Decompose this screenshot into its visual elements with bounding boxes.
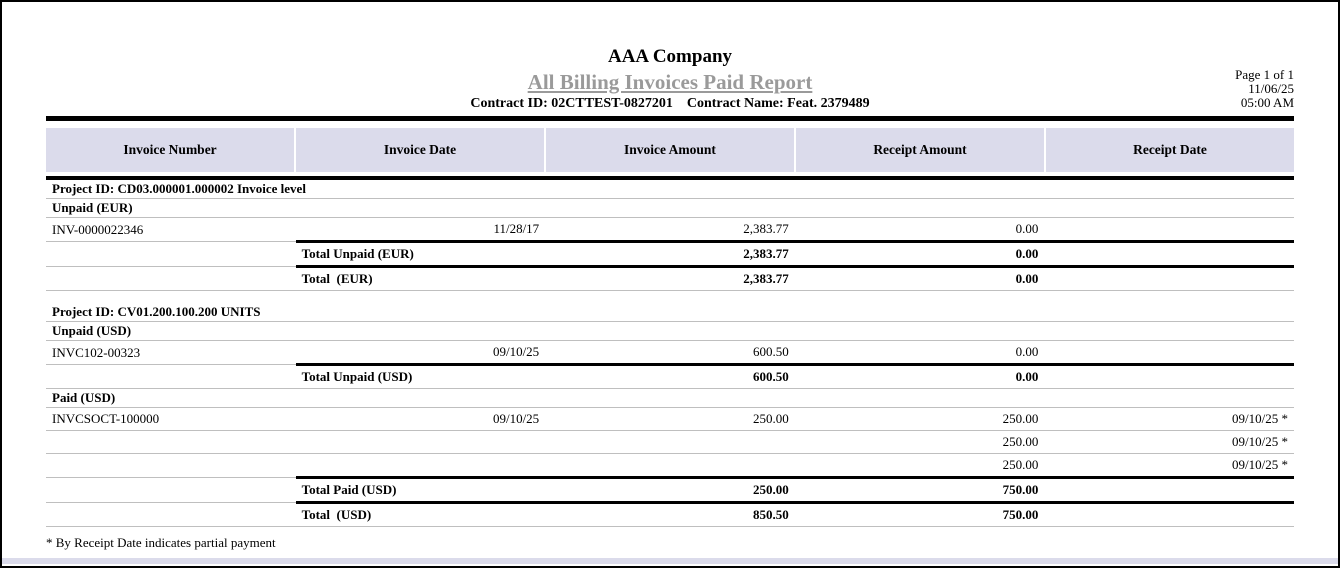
receipt-amount-cell: 0.00: [794, 363, 1045, 389]
spacer-row: [46, 291, 1294, 304]
footer-band: [2, 558, 1338, 564]
total-label-cell: Total Paid (USD): [295, 476, 546, 503]
total-label-cell: Total Unpaid (USD): [295, 363, 546, 389]
invoice-amount-cell: [545, 430, 795, 454]
group-label: Project ID: CD03.000001.000002 Invoice l…: [46, 180, 1294, 199]
table-header-row: Invoice Number Invoice Date Invoice Amount…: [46, 128, 1294, 172]
group-header-row: Project ID: CD03.000001.000002 Invoice l…: [46, 180, 1294, 199]
invoice-amount-cell: 250.00: [545, 476, 795, 503]
receipt-date-cell: [1044, 218, 1294, 242]
receipt-date-cell: [1044, 501, 1294, 527]
receipt-date-cell: [1044, 240, 1294, 267]
group-header-row: Unpaid (EUR): [46, 198, 1294, 218]
group-label: Paid (USD): [46, 388, 1294, 408]
total-row: Total (USD) 850.50 750.00: [46, 501, 1294, 527]
column-header-invoice-number: Invoice Number: [46, 128, 296, 172]
receipt-amount-cell: 0.00: [794, 240, 1045, 267]
receipt-amount-cell: 750.00: [794, 476, 1045, 503]
contract-id: Contract ID: 02CTTEST-0827201: [470, 96, 673, 111]
invoice-number-cell: [46, 241, 296, 267]
table-top-rule: [46, 176, 1294, 180]
spacer-cell: [46, 291, 1294, 304]
receipt-amount-cell: 250.00: [1002, 457, 1039, 472]
invoice-number-cell: [46, 454, 296, 478]
total-row: Total (EUR) 2,383.77 0.00: [46, 265, 1294, 291]
invoice-number-cell: INVC102-00323: [52, 344, 141, 360]
table-body: Project ID: CD03.000001.000002 Invoice l…: [46, 180, 1294, 527]
report-date: 11/06/25: [1248, 81, 1294, 96]
receipt-date-cell: 09/10/25 *: [1232, 457, 1288, 472]
column-header-receipt-date: Receipt Date: [1133, 142, 1207, 157]
invoice-date-cell: [295, 430, 546, 454]
receipt-date-cell: [1044, 476, 1294, 503]
invoice-amount-cell: 600.50: [753, 344, 789, 359]
contract-name: Contract Name: Feat. 2379489: [686, 96, 870, 111]
receipt-date-cell: [1044, 363, 1294, 389]
footnote: * By Receipt Date indicates partial paym…: [46, 535, 276, 550]
contract-info: Contract ID: 02CTTEST-0827201 Contract Na…: [2, 95, 1338, 112]
invoice-date-cell: 09/10/25: [492, 344, 540, 359]
group-label: Unpaid (EUR): [46, 198, 1294, 218]
invoice-number-cell: INV-0000022346: [52, 221, 144, 237]
column-header-invoice-date: Invoice Date: [296, 128, 546, 172]
invoice-number-cell: INVCSOCT-100000: [46, 407, 296, 431]
invoice-date-cell: [296, 454, 546, 478]
receipt-date-cell: [1044, 265, 1294, 291]
invoice-number-cell: [46, 477, 296, 503]
invoice-amount-cell: 2,383.77: [743, 221, 789, 236]
receipt-date-cell: 09/10/25 *: [1044, 407, 1294, 431]
receipt-date-cell: 09/10/25 *: [1044, 430, 1294, 454]
invoice-number-cell: [46, 364, 296, 389]
receipt-amount-cell: 0.00: [1015, 344, 1039, 359]
column-header-receipt-amount: Receipt Amount: [796, 128, 1046, 172]
total-label-cell: Total (USD): [295, 501, 546, 527]
invoice-row: INVC102-00323 09/10/25 600.50 0.00: [46, 341, 1294, 365]
invoice-date-cell: 11/28/17: [493, 221, 540, 236]
company-name: AAA Company: [607, 46, 733, 67]
report-title: All Billing Invoices Paid Report: [527, 70, 813, 94]
group-header-row: Paid (USD): [46, 388, 1294, 408]
group-label: Unpaid (USD): [46, 321, 1294, 341]
invoice-row: 250.00 09/10/25 *: [46, 454, 1294, 478]
group-header-row: Unpaid (USD): [46, 321, 1294, 341]
invoice-amount-cell: 2,383.77: [545, 240, 795, 267]
receipt-amount-cell: 0.00: [1015, 221, 1039, 236]
invoice-date-cell: 09/10/25: [295, 407, 546, 431]
total-label-cell: Total Unpaid (EUR): [295, 240, 546, 267]
receipt-amount-cell: 250.00: [794, 430, 1045, 454]
invoice-amount-cell: 600.50: [545, 363, 795, 389]
header-divider-rule: [46, 116, 1294, 121]
report-table-area: Invoice Number Invoice Date Invoice Amount…: [46, 128, 1294, 527]
receipt-amount-cell: 250.00: [794, 407, 1045, 431]
invoice-amount-cell: 850.50: [545, 501, 795, 527]
invoice-amount-cell: [545, 454, 795, 478]
receipt-amount-cell: 750.00: [794, 501, 1045, 527]
invoice-row: INV-0000022346 11/28/17 2,383.77 0.00: [46, 218, 1294, 242]
report-header: AAA Company All Billing Invoices Paid Re…: [2, 2, 1338, 112]
group-label: Project ID: CV01.200.100.200 UNITS: [46, 303, 1294, 322]
receipt-amount-cell: 0.00: [794, 265, 1045, 291]
invoice-row: INVCSOCT-100000 09/10/25 250.00 250.00 09/10…: [46, 407, 1294, 431]
page-number: Page 1 of 1: [1235, 67, 1294, 82]
total-row: Total Unpaid (EUR) 2,383.77 0.00: [46, 240, 1294, 267]
report-time: 05:00 AM: [1240, 95, 1294, 110]
invoice-table: Project ID: CD03.000001.000002 Invoice l…: [46, 180, 1294, 527]
invoice-row: 250.00 09/10/25 *: [46, 430, 1294, 454]
invoice-amount-cell: 2,383.77: [545, 265, 795, 291]
total-row: Total Paid (USD) 250.00 750.00: [46, 476, 1294, 503]
invoice-amount-cell: 250.00: [545, 407, 795, 431]
invoice-number-cell: [46, 430, 296, 454]
column-header-invoice-amount: Invoice Amount: [546, 128, 796, 172]
invoice-number-cell: [46, 266, 296, 291]
invoice-number-cell: [46, 502, 296, 527]
group-header-row: Project ID: CV01.200.100.200 UNITS: [46, 303, 1294, 322]
receipt-date-cell: [1044, 341, 1294, 365]
total-label-cell: Total (EUR): [295, 265, 546, 291]
page-meta: Page 1 of 1 11/06/25 05:00 AM: [1235, 68, 1294, 110]
total-row: Total Unpaid (USD) 600.50 0.00: [46, 363, 1294, 389]
